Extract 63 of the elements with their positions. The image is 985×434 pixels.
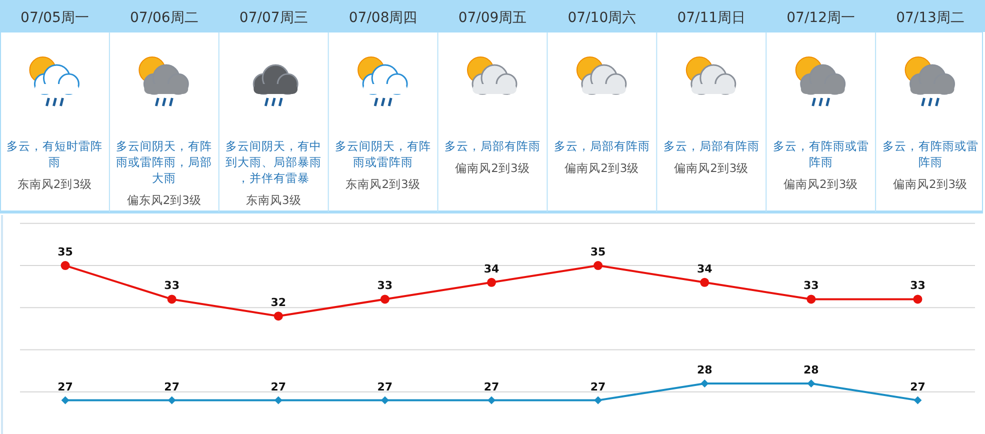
data-label: 35 <box>590 246 606 259</box>
point <box>380 396 389 404</box>
text: 偏南风2到3级 <box>674 161 749 175</box>
category-label: 07/13周二 <box>896 10 964 26</box>
text: 偏南风2到3级 <box>892 177 968 191</box>
text: 多云间阴天，有阵雨或雷阵雨 <box>335 139 432 169</box>
text: 多云，有阵雨或雷阵雨 <box>882 139 978 169</box>
text: 偏南风2到3级 <box>564 161 640 175</box>
data-label: 33 <box>804 279 819 292</box>
data-label: 27 <box>484 380 500 394</box>
point <box>167 294 176 304</box>
text: 多云，局部有阵雨 <box>444 139 540 153</box>
text: 东南风3级 <box>246 193 302 207</box>
point <box>807 379 816 388</box>
text: 多云，局部有阵雨 <box>554 139 650 153</box>
data-label: 33 <box>164 279 180 292</box>
data-label: 34 <box>484 262 500 276</box>
category-label: 07/08周四 <box>348 10 418 26</box>
category-label: 07/07周三 <box>239 10 308 26</box>
text: 偏南风2到3级 <box>784 177 858 191</box>
text: 偏东风2到3级 <box>126 193 202 207</box>
category-label: 07/06周二 <box>130 10 198 26</box>
point <box>274 312 283 321</box>
point <box>700 278 710 287</box>
data-label: 34 <box>696 262 713 276</box>
category-label: 07/11周日 <box>677 10 746 26</box>
text: 东南风2到3级 <box>17 177 92 191</box>
data-label: 33 <box>910 279 926 292</box>
point <box>913 294 922 304</box>
point <box>61 396 70 404</box>
data-label: 33 <box>377 279 393 292</box>
point <box>806 294 816 304</box>
point <box>60 261 70 270</box>
point <box>594 261 603 270</box>
text: 多云，局部有阵雨 <box>663 139 760 153</box>
point <box>700 379 709 388</box>
data-label: 35 <box>58 246 73 259</box>
category-label: 07/10周六 <box>568 10 636 26</box>
data-label: 27 <box>377 380 393 394</box>
category-label: 07/09周五 <box>458 10 527 26</box>
text: 多云，有短时雷阵雨 <box>6 139 103 169</box>
data-label: 27 <box>270 380 286 394</box>
text: 多云，有阵雨或雷阵雨 <box>772 139 869 169</box>
text: 偏南风2到3级 <box>455 161 530 175</box>
data-label: 28 <box>804 363 819 376</box>
point <box>594 396 602 404</box>
data-label: 27 <box>58 380 73 394</box>
point <box>380 294 390 304</box>
data-label: 27 <box>164 380 180 394</box>
point <box>488 396 496 404</box>
point <box>914 396 922 404</box>
text: 东南风2到3级 <box>346 177 420 191</box>
category-label: 07/12周一 <box>786 10 856 26</box>
text: 多云间阴天，有中到大雨、局部暴雨，并伴有雷暴 <box>226 139 322 185</box>
point <box>168 396 176 404</box>
data-label: 27 <box>590 380 606 394</box>
text: 多云间阴天，有阵雨或雷阵雨，局部大雨 <box>116 139 212 185</box>
category-label: 07/05周一 <box>20 10 89 26</box>
point <box>487 278 496 287</box>
data-label: 28 <box>696 363 712 376</box>
data-label: 32 <box>270 296 286 310</box>
point <box>274 396 282 404</box>
data-label: 27 <box>910 380 926 394</box>
